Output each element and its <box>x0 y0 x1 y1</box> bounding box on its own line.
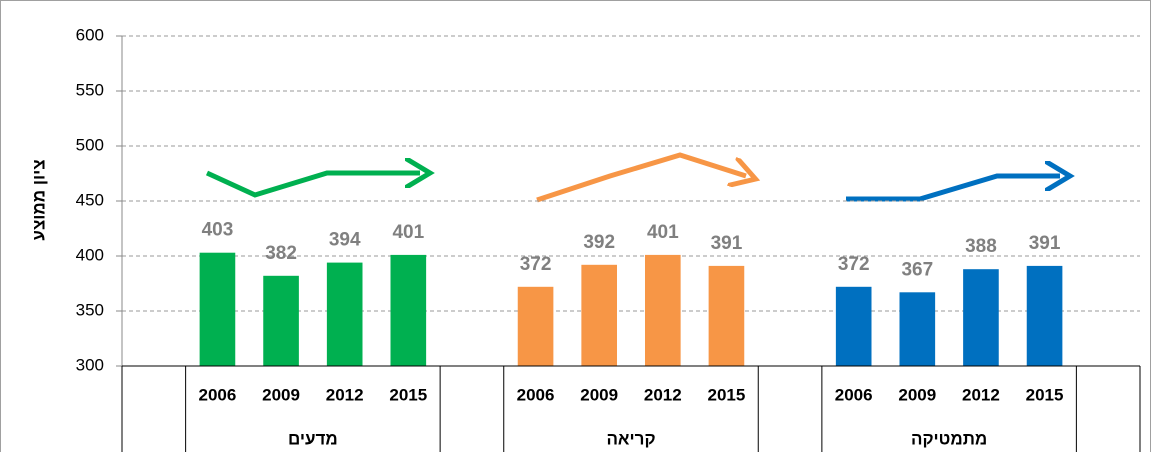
bar <box>1026 265 1063 366</box>
x-tick-label: 2006 <box>517 385 555 404</box>
bar <box>263 275 299 366</box>
bar <box>644 254 681 366</box>
bar <box>963 269 999 366</box>
trend-arrow <box>536 152 746 203</box>
y-tick-label: 500 <box>76 135 104 154</box>
bar <box>708 265 745 366</box>
x-tick-label: 2015 <box>1026 385 1064 404</box>
data-label: 391 <box>711 233 743 254</box>
x-tick-label: 2012 <box>326 385 364 404</box>
y-tick-label: 350 <box>76 300 104 319</box>
group-label: מדעים <box>288 429 338 448</box>
bar <box>517 286 554 366</box>
y-tick-label: 550 <box>76 80 104 99</box>
data-label: 394 <box>329 230 361 251</box>
group-label: מתמטיקה <box>911 429 987 448</box>
bar <box>199 252 236 366</box>
data-label: 367 <box>901 259 933 280</box>
y-tick-label: 400 <box>76 245 104 264</box>
x-tick-label: 2006 <box>199 385 237 404</box>
trend-arrow <box>846 176 1060 202</box>
y-tick-label: 600 <box>76 25 104 44</box>
bar <box>326 262 363 366</box>
bar <box>899 292 936 366</box>
y-axis-label: ציון ממוצע <box>29 159 48 240</box>
data-label: 403 <box>202 220 234 241</box>
x-tick-label: 2009 <box>580 385 618 404</box>
x-tick-label: 2006 <box>835 385 873 404</box>
group-label: קריאה <box>606 429 655 448</box>
y-tick-label: 450 <box>76 190 104 209</box>
data-label: 388 <box>965 236 997 257</box>
data-label: 401 <box>392 222 424 243</box>
x-tick-label: 2009 <box>262 385 300 404</box>
trend-arrow <box>205 173 420 198</box>
y-tick-label: 300 <box>76 355 104 374</box>
bar <box>581 264 618 366</box>
data-label: 382 <box>265 243 297 264</box>
data-label: 391 <box>1029 233 1061 254</box>
x-tick-label: 2015 <box>389 385 427 404</box>
x-tick-label: 2009 <box>898 385 936 404</box>
bar <box>835 286 872 366</box>
data-label: 401 <box>647 222 679 243</box>
data-label: 372 <box>838 254 870 275</box>
x-tick-label: 2015 <box>708 385 746 404</box>
data-label: 372 <box>520 254 552 275</box>
x-tick-label: 2012 <box>644 385 682 404</box>
bar <box>390 254 427 366</box>
x-tick-label: 2012 <box>962 385 1000 404</box>
data-label: 392 <box>583 232 615 253</box>
